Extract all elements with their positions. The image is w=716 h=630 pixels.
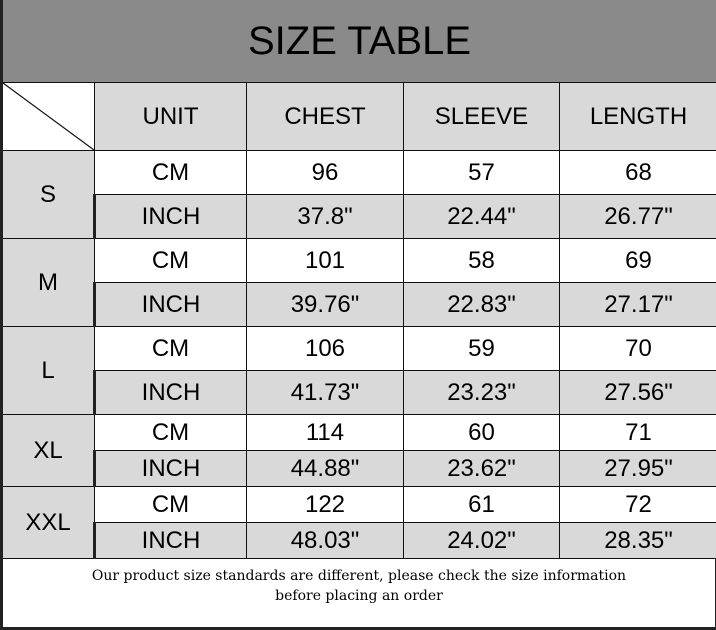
unit-inch: INCH: [93, 450, 247, 487]
diagonal-corner-cell: [0, 82, 95, 151]
sleeve-cm-value: 59: [403, 326, 560, 371]
table-row-inch: INCH 44.88" 23.62" 27.95": [2, 450, 716, 487]
table-row-inch: INCH 48.03" 24.02" 28.35": [2, 522, 716, 559]
chest-inch-value: 39.76": [246, 282, 404, 327]
table-row-inch: INCH 37.8" 22.44" 26.77": [2, 194, 716, 239]
length-inch-value: 27.95": [559, 450, 716, 487]
unit-cm: CM: [94, 486, 247, 523]
chest-inch-value: 48.03": [246, 522, 404, 559]
size-label: XXL: [0, 486, 95, 559]
length-cm-value: 72: [559, 486, 716, 523]
table-row-cm: L CM 106 59 70: [0, 326, 716, 415]
sleeve-inch-value: 24.02": [403, 522, 560, 559]
sleeve-inch-value: 23.62": [403, 450, 560, 487]
table-row-cm: M CM 101 58 69: [0, 238, 716, 327]
sleeve-cm-value: 61: [403, 486, 560, 523]
sleeve-cm-value: 58: [403, 238, 560, 283]
header-row: UNIT CHEST SLEEVE LENGTH: [0, 82, 716, 151]
size-notice: Our product size standards are different…: [0, 558, 716, 630]
sleeve-inch-value: 22.44": [403, 194, 560, 239]
size-label: M: [0, 238, 95, 327]
chest-cm-value: 101: [246, 238, 404, 283]
chest-inch-value: 44.88": [246, 450, 404, 487]
chest-cm-value: 122: [246, 486, 404, 523]
notice-line-1: Our product size standards are different…: [91, 568, 627, 584]
chest-inch-value: 41.73": [246, 370, 404, 415]
chest-cm-value: 96: [246, 150, 404, 195]
chest-cm-value: 114: [246, 414, 404, 451]
unit-cm: CM: [94, 326, 247, 371]
size-label: XL: [0, 414, 95, 487]
unit-inch: INCH: [93, 282, 247, 327]
page-title: SIZE TABLE: [0, 0, 716, 82]
unit-cm: CM: [94, 150, 247, 195]
table-row-inch: INCH 39.76" 22.83" 27.17": [2, 282, 716, 327]
length-inch-value: 26.77": [559, 194, 716, 239]
notice-line-2: before placing an order: [275, 588, 443, 604]
unit-inch: INCH: [93, 522, 247, 559]
length-cm-value: 70: [559, 326, 716, 371]
unit-cm: CM: [94, 238, 247, 283]
header-sleeve: SLEEVE: [403, 82, 560, 151]
length-inch-value: 27.56": [559, 370, 716, 415]
sleeve-inch-value: 22.83": [403, 282, 560, 327]
table-row-cm: XL CM 114 60 71: [0, 414, 716, 487]
unit-inch: INCH: [93, 370, 247, 415]
size-table: UNIT CHEST SLEEVE LENGTH S CM 96 57 68 INCH 37…: [0, 82, 716, 559]
header-unit: UNIT: [94, 82, 247, 151]
size-label: L: [0, 326, 95, 415]
sleeve-cm-value: 60: [403, 414, 560, 451]
table-row-cm: XXL CM 122 61 72: [0, 486, 716, 559]
length-cm-value: 71: [559, 414, 716, 451]
length-cm-value: 69: [559, 238, 716, 283]
length-inch-value: 27.17": [559, 282, 716, 327]
table-row-inch: INCH 41.73" 23.23" 27.56": [2, 370, 716, 415]
table-row-cm: S CM 96 57 68: [0, 150, 716, 239]
header-chest: CHEST: [246, 82, 404, 151]
header-length: LENGTH: [559, 82, 716, 151]
chest-cm-value: 106: [246, 326, 404, 371]
length-inch-value: 28.35": [559, 522, 716, 559]
sleeve-inch-value: 23.23": [403, 370, 560, 415]
sleeve-cm-value: 57: [403, 150, 560, 195]
unit-inch: INCH: [93, 194, 247, 239]
size-label: S: [0, 150, 95, 239]
chest-inch-value: 37.8": [246, 194, 404, 239]
length-cm-value: 68: [559, 150, 716, 195]
unit-cm: CM: [94, 414, 247, 451]
